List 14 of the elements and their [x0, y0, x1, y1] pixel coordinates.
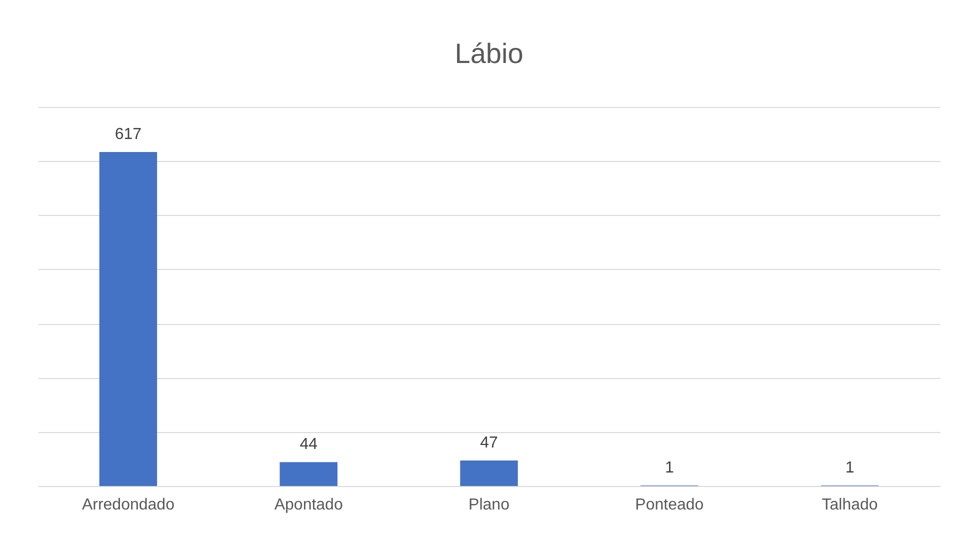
x-tick-label: Arredondado	[82, 496, 175, 514]
x-tick-label: Apontado	[274, 496, 343, 514]
chart-title: Lábio	[454, 38, 524, 69]
bar	[99, 152, 158, 486]
x-tick-label: Talhado	[822, 496, 878, 514]
data-label: 1	[845, 459, 854, 476]
data-label: 617	[114, 126, 142, 143]
x-tick-label: Plano	[468, 496, 510, 514]
data-label: 47	[480, 434, 498, 452]
data-label: 1	[664, 459, 674, 476]
x-tick-label: Ponteado	[635, 496, 704, 514]
bar	[280, 462, 338, 486]
data-label: 44	[300, 436, 318, 454]
bar	[460, 460, 518, 486]
